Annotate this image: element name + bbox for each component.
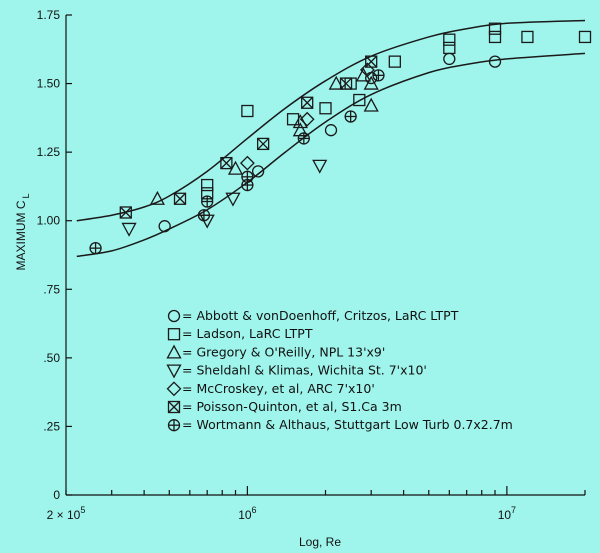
circle-plus-data-point (297, 132, 310, 145)
legend-triangle-down-icon (166, 364, 182, 379)
legend-item: = Ladson, LaRC LTPT (167, 326, 313, 341)
circle-plus-data-point (89, 241, 102, 255)
triangle-down-data-point (121, 222, 137, 237)
boxed-x-data-point (220, 156, 233, 170)
boxed-x-data-point (339, 77, 353, 90)
square-data-point (521, 30, 534, 44)
legend-circle-icon (167, 309, 181, 323)
legend-diamond-icon (166, 381, 182, 397)
circle-data-point (158, 220, 171, 233)
triangle-up-data-point (149, 190, 165, 205)
x-tick-label-exponent: 6 (252, 505, 257, 515)
legend-label: = Wortmann & Althaus, Stuttgart Low Turb… (182, 417, 513, 432)
boxed-x-data-point (119, 206, 132, 219)
y-tick-label: 1.50 (37, 77, 61, 91)
legend-item: = Poisson-Quinton, et al, S1.Ca 3m (167, 399, 402, 414)
triangle-down-data-point (225, 192, 241, 207)
y-axis-title-main: MAXIMUM C (14, 200, 28, 270)
y-tick-label: 0 (53, 488, 60, 502)
y-axis-title-subscript: L (21, 193, 31, 198)
diamond-data-point (299, 111, 315, 127)
diamond-data-point (239, 155, 255, 171)
x-tick-label-base: 10 (238, 508, 252, 522)
legend-label: = Poisson-Quinton, et al, S1.Ca 3m (182, 399, 402, 414)
x-tick-label-base: 2 × 10 (47, 508, 81, 522)
data-points (89, 22, 592, 255)
x-tick-label-exponent: 5 (80, 505, 85, 515)
legend: = Abbott & vonDoenhoff, Critzos, LaRC LT… (166, 308, 513, 432)
upper-fit-curve (76, 19, 586, 222)
lower-fit-curve (76, 52, 586, 258)
legend-label: = Ladson, LaRC LTPT (182, 326, 313, 341)
square-data-point (388, 55, 401, 68)
boxed-x-data-point (173, 192, 187, 205)
square-data-point (241, 104, 254, 118)
y-axis-title: MAXIMUM C L (14, 193, 31, 270)
legend-label: = Sheldahl & Klimas, Wichita St. 7'x10' (182, 363, 427, 378)
square-data-point (319, 102, 332, 115)
circle-plus-data-point (372, 69, 385, 82)
y-tick-label: .50 (43, 351, 60, 365)
y-ticks: 0 .25 .50 .75 1.00 1.25 1.50 1.75 (37, 8, 72, 502)
x-axis-title: Log, Re (299, 535, 341, 549)
legend-square-icon (167, 328, 181, 341)
square-data-point (443, 41, 456, 55)
square-data-point (353, 93, 366, 107)
legend-item: = Abbott & vonDoenhoff, Critzos, LaRC LT… (167, 308, 459, 323)
curves (76, 19, 586, 258)
y-tick-label: .25 (43, 419, 60, 433)
boxed-x-data-point (301, 96, 314, 109)
boxed-x-data-point (256, 137, 270, 151)
circle-data-point (324, 124, 338, 137)
x-ticks: 2 × 105 106 107 (47, 486, 586, 522)
x-tick-label: 106 (238, 505, 256, 522)
circle-data-point (488, 55, 502, 68)
legend-label: = Abbott & vonDoenhoff, Critzos, LaRC LT… (182, 308, 459, 323)
circle-plus-data-point (201, 195, 214, 208)
x-tick-label: 2 × 105 (47, 505, 86, 522)
legend-item: = Gregory & O'Reilly, NPL 13'x9' (166, 344, 385, 359)
x-tick-label: 107 (498, 505, 516, 522)
legend-label: = Gregory & O'Reilly, NPL 13'x9' (182, 344, 385, 359)
legend-triangle-up-icon (166, 344, 182, 359)
triangle-up-data-point (363, 97, 379, 112)
y-tick-label: 1.75 (37, 8, 61, 22)
legend-item: = McCroskey, et al, ARC 7'x10' (166, 381, 375, 397)
triangle-up-data-point (363, 75, 379, 90)
square-data-point (488, 30, 502, 44)
square-data-point (201, 178, 214, 192)
circle-plus-data-point (197, 209, 211, 222)
legend-item: = Sheldahl & Klimas, Wichita St. 7'x10' (166, 363, 427, 379)
y-tick-label: 1.00 (37, 214, 61, 228)
triangle-up-data-point (328, 75, 344, 90)
triangle-down-data-point (312, 159, 328, 174)
x-tick-label-base: 10 (498, 508, 512, 522)
square-data-point (488, 22, 502, 35)
y-tick-label: .75 (43, 282, 60, 296)
square-data-point (443, 33, 456, 46)
circle-data-point (251, 165, 265, 178)
triangle-up-data-point (292, 122, 308, 137)
x-tick-label-exponent: 7 (511, 505, 516, 515)
circle-plus-data-point (344, 110, 357, 123)
triangle-up-data-point (292, 114, 308, 129)
circle-data-point (443, 52, 456, 66)
legend-label: = McCroskey, et al, ARC 7'x10' (182, 381, 375, 396)
boxed-x-data-point (365, 55, 378, 68)
legend-boxed-x-icon (167, 400, 181, 414)
legend-item: = Wortmann & Althaus, Stuttgart Low Turb… (167, 417, 513, 432)
square-data-point (578, 30, 592, 44)
legend-circle-plus-icon (167, 419, 181, 432)
y-tick-label: 1.25 (37, 145, 61, 159)
circle-plus-data-point (241, 170, 254, 183)
